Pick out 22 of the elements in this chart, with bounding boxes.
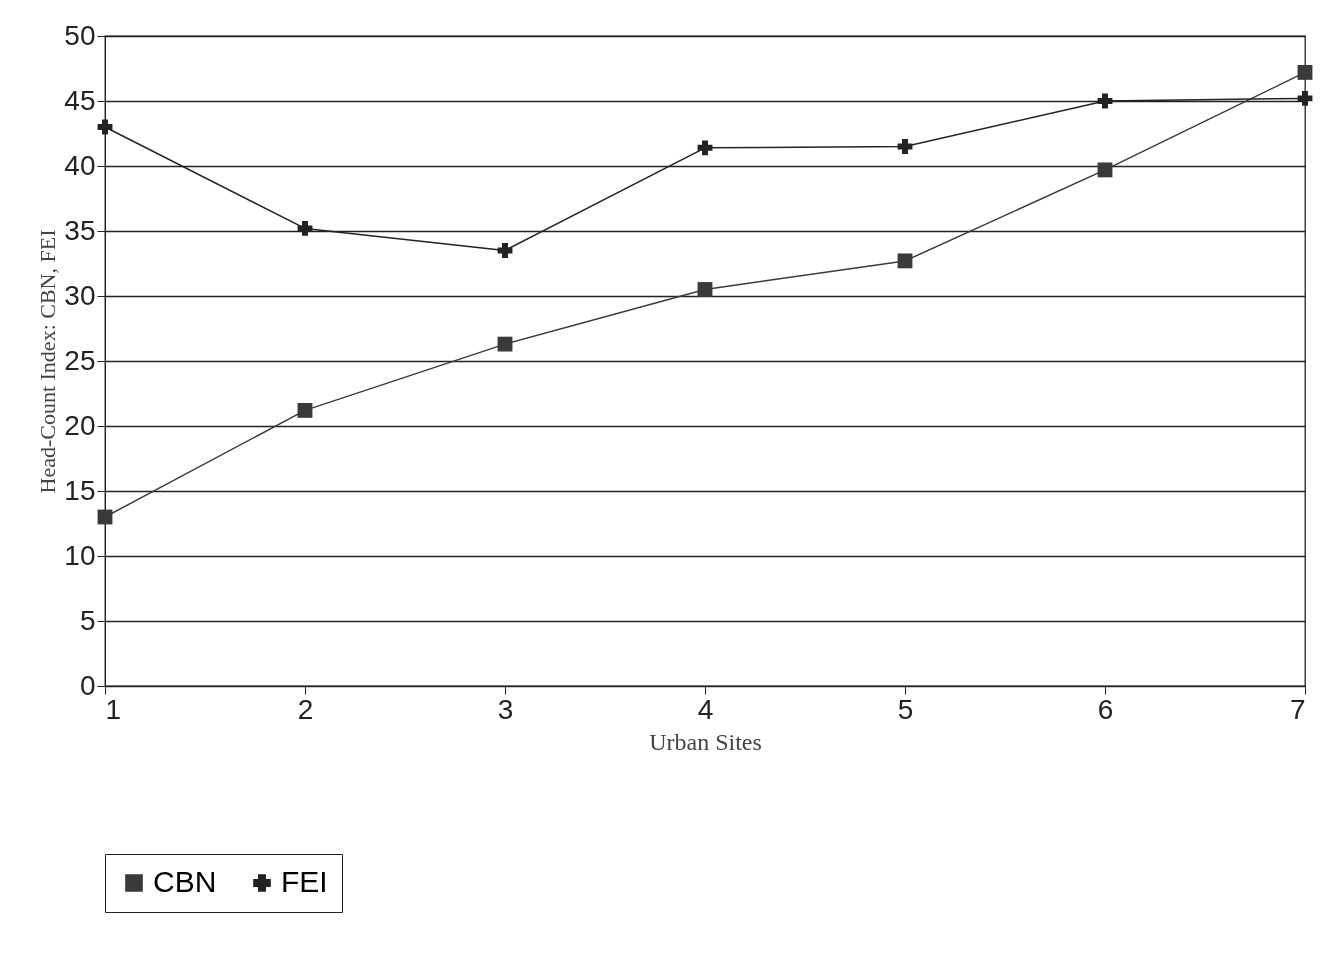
- x-tick-label: 5: [897, 693, 914, 725]
- y-tick-label: 50: [64, 19, 96, 51]
- legend-label: CBN: [153, 865, 217, 898]
- x-tick-label: 6: [1097, 693, 1114, 725]
- y-tick-label: 35: [64, 214, 96, 246]
- y-tick-label: 40: [64, 149, 96, 181]
- y-axis-title: Head-Count Index: CBN, FEI: [35, 229, 61, 494]
- y-tick-label: 10: [64, 539, 96, 571]
- x-tick-label: 2: [297, 693, 314, 725]
- y-tick-label: 25: [64, 344, 96, 376]
- x-tick-label: 1: [105, 693, 122, 725]
- y-tick-label: 15: [64, 474, 96, 506]
- y-tick-label: 20: [64, 409, 96, 441]
- x-tick-label: 3: [497, 693, 514, 725]
- y-tick-label: 0: [79, 669, 96, 701]
- y-tick-label: 5: [79, 604, 96, 636]
- x-tick-label: 7: [1289, 693, 1306, 725]
- y-tick-label: 45: [64, 84, 96, 116]
- x-tick-label: 4: [697, 693, 714, 725]
- legend-label: FEI: [281, 865, 328, 898]
- x-axis-title: Urban Sites: [649, 728, 762, 755]
- y-tick-label: 30: [64, 279, 96, 311]
